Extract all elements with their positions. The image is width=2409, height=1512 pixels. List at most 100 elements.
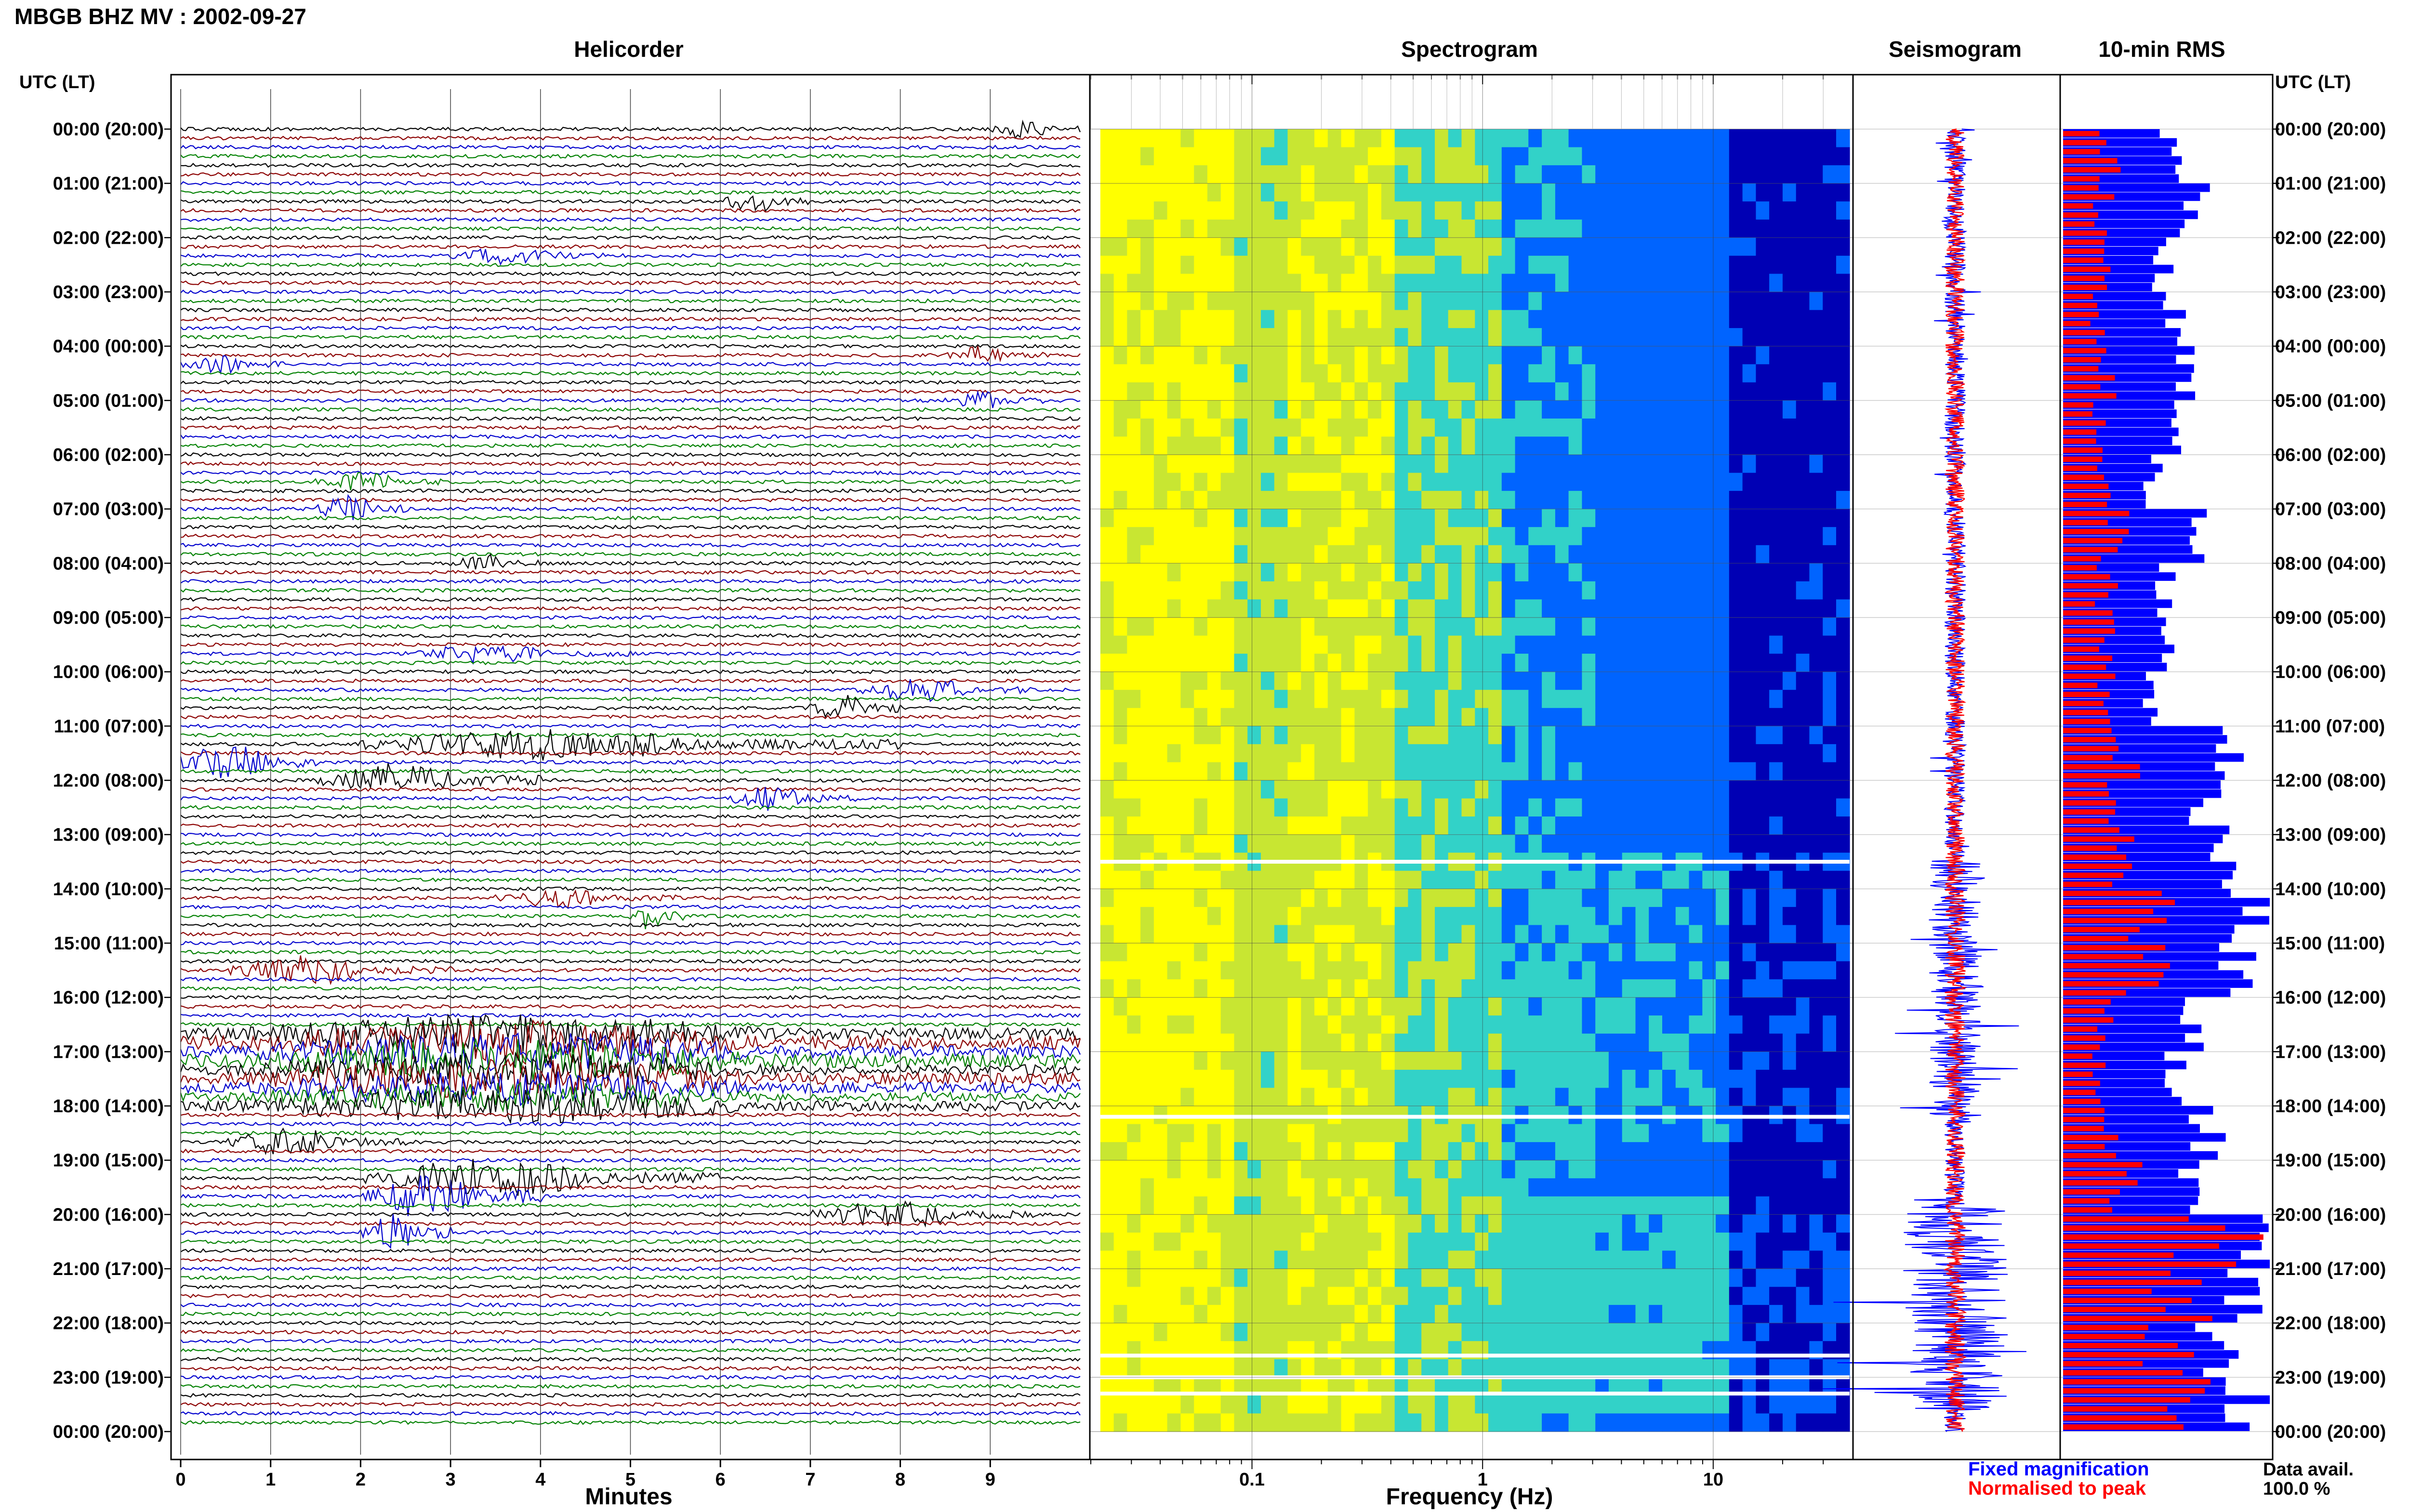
spectrogram-cell — [1608, 292, 1623, 311]
spectrogram-cell — [1622, 654, 1636, 672]
spectrogram-cell — [1809, 129, 1823, 148]
spectrogram-cell — [1716, 635, 1730, 654]
spectrogram-cell — [1100, 147, 1114, 166]
spectrogram-cell — [1542, 1232, 1556, 1251]
spectrogram-cell — [1167, 1214, 1181, 1233]
spectrogram-cell — [1220, 618, 1235, 636]
spectrogram-cell — [1528, 1033, 1542, 1052]
spectrogram-cell — [1180, 961, 1194, 980]
spectrogram-cell — [1368, 527, 1382, 546]
spectrogram-cell — [1662, 1196, 1676, 1215]
spectrogram-cell — [1662, 1250, 1676, 1269]
spectrogram-cell — [1421, 889, 1435, 907]
spectrogram-cell — [1448, 1160, 1462, 1179]
spectrogram-cell — [1796, 1359, 1810, 1378]
spectrogram-cell — [1167, 726, 1181, 745]
spectrogram-cell — [1716, 1232, 1730, 1251]
rms-normalised-bar — [2063, 845, 2117, 851]
spectrogram-cell — [1729, 1395, 1743, 1414]
spectrogram-cell — [1247, 382, 1261, 401]
spectrogram-cell — [1435, 943, 1449, 962]
spectrogram-cell — [1167, 364, 1181, 383]
spectrogram-cell — [1488, 1088, 1502, 1106]
spectrogram-cell — [1127, 599, 1141, 618]
spectrogram-cell — [1836, 1069, 1850, 1089]
spectrogram-cell — [1127, 364, 1141, 383]
spectrogram-cell — [1354, 870, 1368, 889]
spectrogram-cell — [1421, 1142, 1435, 1161]
spectrogram-cell — [1153, 618, 1168, 636]
spectrogram-cell — [1234, 762, 1248, 781]
spectrogram-cell — [1796, 563, 1810, 582]
spectrogram-cell — [1488, 581, 1502, 600]
spectrogram-cell — [1635, 744, 1650, 763]
spectrogram-cell — [1435, 1250, 1449, 1269]
spectrogram-cell — [1649, 671, 1663, 690]
spectrogram-cell — [1716, 943, 1730, 962]
spectrogram-cell — [1341, 509, 1355, 527]
spectrogram-cell — [1461, 491, 1476, 510]
spectrogram-cell — [1542, 1323, 1556, 1341]
spectrogram-cell — [1435, 1178, 1449, 1197]
spectrogram-cell — [1287, 1359, 1302, 1378]
spectrogram-cell — [1582, 671, 1596, 690]
spectrogram-cell — [1568, 1214, 1583, 1233]
spectrogram-cell — [1568, 545, 1583, 564]
spectrogram-cell — [1207, 708, 1221, 726]
spectrogram-cell — [1582, 346, 1596, 365]
spectrogram-cell — [1274, 1323, 1288, 1341]
spectrogram-cell — [1394, 1305, 1409, 1324]
spectrogram-cell — [1608, 889, 1623, 907]
spectrogram-cell — [1408, 726, 1422, 745]
spectrogram-cell — [1488, 599, 1502, 618]
spectrogram-cell — [1113, 1269, 1128, 1288]
spectrogram-cell — [1381, 690, 1395, 709]
spectrogram-cell — [1461, 654, 1476, 672]
spectrogram-cell — [1542, 346, 1556, 365]
spectrogram-cell — [1836, 1395, 1850, 1414]
spectrogram-cell — [1675, 834, 1690, 853]
spectrogram-cell — [1381, 1160, 1395, 1179]
spectrogram-cell — [1782, 165, 1797, 184]
spectrogram-cell — [1515, 491, 1529, 510]
spectrogram-cell — [1287, 563, 1302, 582]
spectrogram-cell — [1394, 671, 1409, 690]
spectrogram-cell — [1649, 292, 1663, 311]
spectrogram-cell — [1354, 1160, 1368, 1179]
spectrogram-cell — [1127, 527, 1141, 546]
spectrogram-cell — [1515, 328, 1529, 347]
spectrogram-cell — [1742, 183, 1757, 202]
spectrogram-cell — [1635, 599, 1650, 618]
spectrogram-cell — [1622, 1323, 1636, 1341]
spectrogram-cell — [1689, 418, 1703, 437]
spectrogram-cell — [1153, 870, 1168, 889]
spectrogram-cell — [1381, 509, 1395, 527]
spectrogram-cell — [1568, 1088, 1583, 1106]
spectrogram-cell — [1568, 798, 1583, 817]
spectrogram-cell — [1608, 237, 1623, 256]
spectrogram-cell — [1100, 834, 1114, 853]
spectrogram-cell — [1435, 1142, 1449, 1161]
rms-normalised-bar — [2063, 1198, 2110, 1204]
time-tick-label-right: 14:00 (10:00) — [2275, 879, 2386, 899]
rms-normalised-bar — [2063, 1090, 2096, 1095]
spectrogram-cell — [1220, 1395, 1235, 1414]
spectrogram-cell — [1247, 654, 1261, 672]
spectrogram-cell — [1247, 870, 1261, 889]
spectrogram-cell — [1515, 943, 1529, 962]
spectrogram-cell — [1542, 1413, 1556, 1432]
spectrogram-cell — [1716, 816, 1730, 835]
rms-normalised-bar — [2063, 221, 2095, 227]
spectrogram-cell — [1140, 129, 1154, 148]
spectrogram-cell — [1542, 328, 1556, 347]
spectrogram-cell — [1809, 1160, 1823, 1179]
spectrogram-cell — [1100, 1160, 1114, 1179]
spectrogram-cell — [1528, 509, 1542, 527]
spectrogram-cell — [1301, 364, 1315, 383]
spectrogram-cell — [1568, 255, 1583, 275]
spectrogram-cell — [1662, 509, 1676, 527]
spectrogram-cell — [1408, 654, 1422, 672]
spectrogram-cell — [1756, 255, 1770, 275]
spectrogram-cell — [1100, 1052, 1114, 1070]
